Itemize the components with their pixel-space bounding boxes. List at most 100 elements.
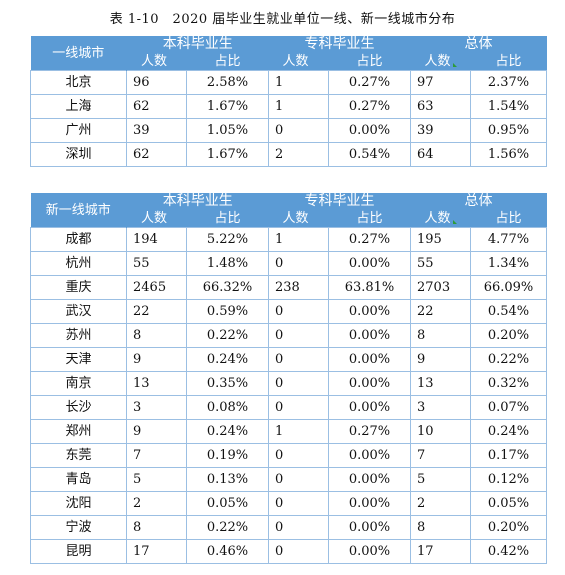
table-row: 宁波 8 0.22% 0 0.00% 8 0.20% <box>30 515 547 540</box>
junior-count-cell: 0 <box>268 491 329 516</box>
table-row: 成都 194 5.22% 1 0.27% 195 4.77% <box>30 227 547 252</box>
bachelor-count-cell: 8 <box>126 515 187 540</box>
bachelor-count-cell: 194 <box>126 227 187 252</box>
junior-ratio-cell: 0.27% <box>328 419 411 444</box>
new-first-tier-city-table: 新一线城市 本科毕业生 专科毕业生 总体 人数 占比 人数 占比 人数 占比 成… <box>30 193 547 564</box>
bachelor-count-cell: 39 <box>126 118 187 143</box>
junior-ratio-cell: 0.00% <box>328 443 411 468</box>
junior-count-cell: 0 <box>268 347 329 372</box>
comment-marker-icon <box>452 219 457 224</box>
total-ratio-cell: 0.54% <box>470 299 547 324</box>
bachelor-ratio-cell: 1.67% <box>186 94 269 119</box>
junior-count-cell: 2 <box>268 142 329 167</box>
table-row: 郑州 9 0.24% 1 0.27% 10 0.24% <box>30 419 547 444</box>
bachelor-group-header: 本科毕业生 <box>126 36 269 53</box>
bachelor-ratio-cell: 5.22% <box>186 227 269 252</box>
table-row: 杭州 55 1.48% 0 0.00% 55 1.34% <box>30 251 547 276</box>
total-ratio-cell: 1.54% <box>470 94 547 119</box>
city-cell: 东莞 <box>30 443 127 468</box>
junior-ratio-cell: 0.00% <box>328 539 411 564</box>
table-row: 沈阳 2 0.05% 0 0.00% 2 0.05% <box>30 491 547 516</box>
bachelor-group-header: 本科毕业生 <box>126 193 269 210</box>
total-count-cell: 10 <box>410 419 471 444</box>
city-cell: 青岛 <box>30 467 127 492</box>
junior-count-cell: 0 <box>268 539 329 564</box>
first-tier-rows: 北京 96 2.58% 1 0.27% 97 2.37% 上海 62 1.67% 1 0.27% 63 1… <box>30 70 547 167</box>
junior-count-cell: 1 <box>268 70 329 95</box>
city-cell: 北京 <box>30 70 127 95</box>
new-first-tier-rows: 成都 194 5.22% 1 0.27% 195 4.77% 杭州 55 1.48% 0 0.00% 5… <box>30 227 547 564</box>
bachelor-count-cell: 96 <box>126 70 187 95</box>
total-count-cell: 39 <box>410 118 471 143</box>
table-row: 深圳 62 1.67% 2 0.54% 64 1.56% <box>30 142 547 167</box>
table-row: 南京 13 0.35% 0 0.00% 13 0.32% <box>30 371 547 396</box>
city-cell: 成都 <box>30 227 127 252</box>
junior-ratio-cell: 0.00% <box>328 299 411 324</box>
city-column-header: 新一线城市 <box>30 193 127 228</box>
table-row: 重庆 2465 66.32% 238 63.81% 2703 66.09% <box>30 275 547 300</box>
total-ratio-cell: 66.09% <box>470 275 547 300</box>
bachelor-ratio-cell: 0.59% <box>186 299 269 324</box>
junior-count-cell: 0 <box>268 118 329 143</box>
bachelor-ratio-cell: 0.35% <box>186 371 269 396</box>
bachelor-count-cell: 62 <box>126 142 187 167</box>
junior-count-cell: 0 <box>268 515 329 540</box>
table-row: 天津 9 0.24% 0 0.00% 9 0.22% <box>30 347 547 372</box>
bachelor-count-cell: 13 <box>126 371 187 396</box>
bachelor-ratio-header: 占比 <box>186 53 269 71</box>
junior-ratio-cell: 0.00% <box>328 371 411 396</box>
city-cell: 沈阳 <box>30 491 127 516</box>
junior-ratio-cell: 0.00% <box>328 467 411 492</box>
city-cell: 苏州 <box>30 323 127 348</box>
city-cell: 广州 <box>30 118 127 143</box>
junior-count-cell: 1 <box>268 419 329 444</box>
city-cell: 宁波 <box>30 515 127 540</box>
city-cell: 南京 <box>30 371 127 396</box>
city-cell: 重庆 <box>30 275 127 300</box>
bachelor-ratio-cell: 0.22% <box>186 515 269 540</box>
junior-ratio-cell: 0.00% <box>328 251 411 276</box>
city-cell: 武汉 <box>30 299 127 324</box>
junior-count-cell: 1 <box>268 94 329 119</box>
bachelor-count-cell: 3 <box>126 395 187 420</box>
total-count-cell: 8 <box>410 515 471 540</box>
total-ratio-cell: 0.24% <box>470 419 547 444</box>
total-ratio-cell: 2.37% <box>470 70 547 95</box>
bachelor-count-cell: 55 <box>126 251 187 276</box>
total-ratio-cell: 0.22% <box>470 347 547 372</box>
junior-count-cell: 238 <box>268 275 329 300</box>
first-tier-city-table: 一线城市 本科毕业生 专科毕业生 总体 人数 占比 人数 占比 人数 占比 北京… <box>30 36 547 167</box>
table-row: 武汉 22 0.59% 0 0.00% 22 0.54% <box>30 299 547 324</box>
bachelor-count-cell: 8 <box>126 323 187 348</box>
junior-ratio-cell: 0.00% <box>328 491 411 516</box>
bachelor-count-cell: 22 <box>126 299 187 324</box>
city-column-header: 一线城市 <box>30 36 127 71</box>
junior-count-cell: 0 <box>268 371 329 396</box>
total-ratio-cell: 0.07% <box>470 395 547 420</box>
total-count-cell: 7 <box>410 443 471 468</box>
comment-marker-icon <box>452 62 457 67</box>
total-ratio-cell: 0.05% <box>470 491 547 516</box>
table-row: 广州 39 1.05% 0 0.00% 39 0.95% <box>30 118 547 143</box>
junior-ratio-cell: 0.27% <box>328 227 411 252</box>
junior-ratio-cell: 0.00% <box>328 118 411 143</box>
bachelor-count-cell: 2465 <box>126 275 187 300</box>
junior-count-cell: 0 <box>268 395 329 420</box>
city-cell: 杭州 <box>30 251 127 276</box>
table-row: 昆明 17 0.46% 0 0.00% 17 0.42% <box>30 539 547 564</box>
junior-ratio-cell: 0.27% <box>328 94 411 119</box>
bachelor-ratio-cell: 0.24% <box>186 347 269 372</box>
junior-count-cell: 0 <box>268 443 329 468</box>
total-count-cell: 2703 <box>410 275 471 300</box>
total-count-cell: 13 <box>410 371 471 396</box>
total-group-header: 总体 <box>410 193 547 210</box>
bachelor-ratio-cell: 0.13% <box>186 467 269 492</box>
bachelor-ratio-cell: 0.22% <box>186 323 269 348</box>
total-ratio-cell: 0.32% <box>470 371 547 396</box>
total-ratio-header: 占比 <box>470 210 547 228</box>
total-ratio-cell: 1.34% <box>470 251 547 276</box>
bachelor-ratio-cell: 0.08% <box>186 395 269 420</box>
bachelor-count-cell: 2 <box>126 491 187 516</box>
total-count-cell: 22 <box>410 299 471 324</box>
total-header-label: 总体 <box>464 193 493 209</box>
